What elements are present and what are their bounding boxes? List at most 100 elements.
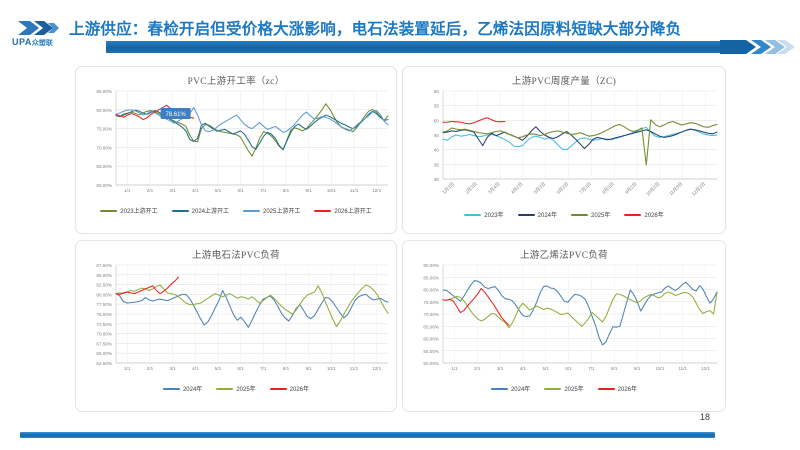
svg-text:6月3日: 6月3日 [556, 181, 570, 195]
legend-item[interactable]: 2025年 [216, 384, 256, 393]
legend-color-swatch [314, 209, 332, 212]
svg-text:5/1: 5/1 [215, 366, 222, 371]
legend-item[interactable]: 2025上游开工 [243, 206, 300, 215]
legend-label: 2025年 [236, 387, 256, 393]
svg-text:62.50%: 62.50% [96, 361, 112, 366]
chevron-arrows-decoration [720, 40, 795, 54]
chart-card-pvc-weekly-output: 上游PVC周度产量（ZC) 30 35 40 45 50 55 60 1月3日 2月3日 3月4日… [402, 66, 726, 234]
svg-text:11月3日: 11月3日 [668, 181, 684, 197]
svg-text:2/1: 2/1 [474, 366, 481, 371]
legend-label: 2024年 [510, 387, 531, 393]
svg-text:8月3日: 8月3日 [601, 181, 615, 195]
legend-label: 2024年 [537, 213, 557, 219]
svg-text:40: 40 [434, 148, 440, 153]
legend-item[interactable]: 2025年 [544, 384, 584, 393]
legend-color-swatch [571, 213, 588, 216]
chart-card-ethylene-pvc-load: 上游乙烯法PVC负荷 50.00% 55.00% 60.00% 65.00% 70.00… [402, 240, 726, 412]
svg-text:9月3日: 9月3日 [624, 181, 638, 195]
svg-text:10/1: 10/1 [655, 366, 664, 371]
legend-item[interactable]: 2024上游开工 [171, 206, 229, 215]
legend-color-swatch [544, 387, 562, 390]
svg-text:9/1: 9/1 [634, 366, 641, 371]
svg-text:2/1: 2/1 [147, 366, 154, 371]
chart-legend: 2024年 2025年 2026年 [403, 384, 725, 393]
legend-color-swatch [464, 213, 482, 216]
svg-text:5/1: 5/1 [215, 188, 222, 193]
svg-text:87.50%: 87.50% [96, 263, 112, 268]
svg-text:11/1: 11/1 [350, 366, 359, 371]
legend-label: 2025年 [564, 387, 584, 393]
legend-label: 2026年 [617, 387, 638, 393]
svg-text:30: 30 [434, 177, 440, 182]
chart-legend: 2024年 2025年 2026年 [76, 384, 396, 393]
legend-color-swatch [517, 213, 535, 216]
svg-text:6/1: 6/1 [565, 366, 572, 371]
svg-text:4/1: 4/1 [192, 188, 199, 193]
legend-item[interactable]: 2023年 [464, 210, 504, 219]
svg-text:10月3日: 10月3日 [645, 181, 661, 197]
svg-text:7/1: 7/1 [588, 366, 595, 371]
svg-text:10/1: 10/1 [327, 188, 336, 193]
svg-text:65.00%: 65.00% [96, 164, 112, 169]
chart-plot-area: 62.50% 65.00% 67.50% 70.00% 72.50% 75.00% 77.5… [76, 261, 396, 383]
legend-label: 2026年 [289, 387, 310, 393]
svg-text:10/1: 10/1 [327, 366, 336, 371]
legend-item[interactable]: 2024年 [517, 210, 557, 219]
logo-text-cn: 众塑联 [31, 40, 53, 47]
legend-item[interactable]: 2024年 [162, 384, 203, 393]
svg-text:60.00%: 60.00% [423, 337, 439, 342]
svg-text:90.00%: 90.00% [423, 263, 439, 268]
svg-text:72.50%: 72.50% [96, 322, 112, 327]
legend-item[interactable]: 2025年 [571, 210, 610, 219]
chart-title: PVC上游开工率（zc） [187, 77, 285, 87]
legend-item[interactable]: 2026年 [624, 210, 664, 219]
legend-label: 2025年 [591, 213, 611, 219]
chart-plot-area: 30 35 40 45 50 55 60 1月3日 2月3日 3月4日 4月2日 5月3日 6月3日 7月… [403, 87, 725, 209]
svg-text:78.61%: 78.61% [165, 112, 186, 118]
svg-text:65.00%: 65.00% [423, 324, 439, 329]
chart-title: 上游PVC周度产量（ZC) [511, 77, 617, 87]
svg-text:5/1: 5/1 [543, 366, 550, 371]
svg-text:12/1: 12/1 [372, 366, 381, 371]
svg-text:11/1: 11/1 [678, 366, 687, 371]
page-title: 上游供应：春检开启但受价格大涨影响，电石法装置延后，乙烯法因原料短缺大部分降负 [69, 21, 682, 38]
slide-header: UPA众塑联 上游供应：春检开启但受价格大涨影响，电石法装置延后，乙烯法因原料短… [0, 0, 800, 58]
header-accent-bar [106, 41, 726, 53]
svg-text:82.50%: 82.50% [96, 283, 112, 288]
svg-text:60: 60 [434, 89, 440, 94]
legend-item[interactable]: 2024年 [490, 384, 531, 393]
svg-text:9/1: 9/1 [305, 366, 312, 371]
legend-item[interactable]: 2026年 [597, 384, 638, 393]
chart-legend: 2023上游开工 2024上游开工 2025上游开工 2026上游开工 [76, 206, 396, 215]
legend-label: 2024年 [182, 387, 203, 393]
svg-text:50: 50 [434, 118, 440, 123]
legend-label: 2023上游开工 [120, 209, 158, 215]
svg-text:3月4日: 3月4日 [487, 181, 501, 195]
svg-text:70.00%: 70.00% [96, 145, 112, 150]
legend-color-swatch [216, 387, 234, 390]
svg-text:45: 45 [434, 133, 440, 138]
legend-label: 2026年 [644, 213, 664, 219]
svg-text:1月3日: 1月3日 [441, 181, 455, 195]
svg-text:77.50%: 77.50% [96, 302, 112, 307]
legend-item[interactable]: 2023上游开工 [100, 206, 158, 215]
legend-label: 2023年 [484, 213, 504, 219]
legend-item[interactable]: 2026上游开工 [314, 206, 372, 215]
legend-item[interactable]: 2026年 [269, 384, 310, 393]
svg-text:55.00%: 55.00% [423, 349, 439, 354]
svg-text:1/1: 1/1 [451, 366, 458, 371]
svg-text:2/1: 2/1 [147, 188, 154, 193]
svg-text:11/1: 11/1 [350, 188, 359, 193]
logo-text: UPA众塑联 [12, 37, 53, 47]
chart-card-calcium-carbide-pvc-load: 上游电石法PVC负荷 62.50% 65.00% 67.50% 70.00% 72.50… [75, 240, 397, 412]
page-number: 18 [700, 412, 711, 422]
legend-color-swatch [269, 387, 287, 390]
svg-text:4/1: 4/1 [520, 366, 527, 371]
svg-text:8/1: 8/1 [283, 366, 290, 371]
svg-text:50.00%: 50.00% [423, 361, 439, 366]
svg-text:7/1: 7/1 [260, 188, 267, 193]
svg-text:55: 55 [434, 104, 440, 109]
svg-text:7月3日: 7月3日 [578, 181, 592, 195]
svg-text:85.00%: 85.00% [96, 273, 112, 278]
legend-color-swatch [597, 387, 615, 390]
